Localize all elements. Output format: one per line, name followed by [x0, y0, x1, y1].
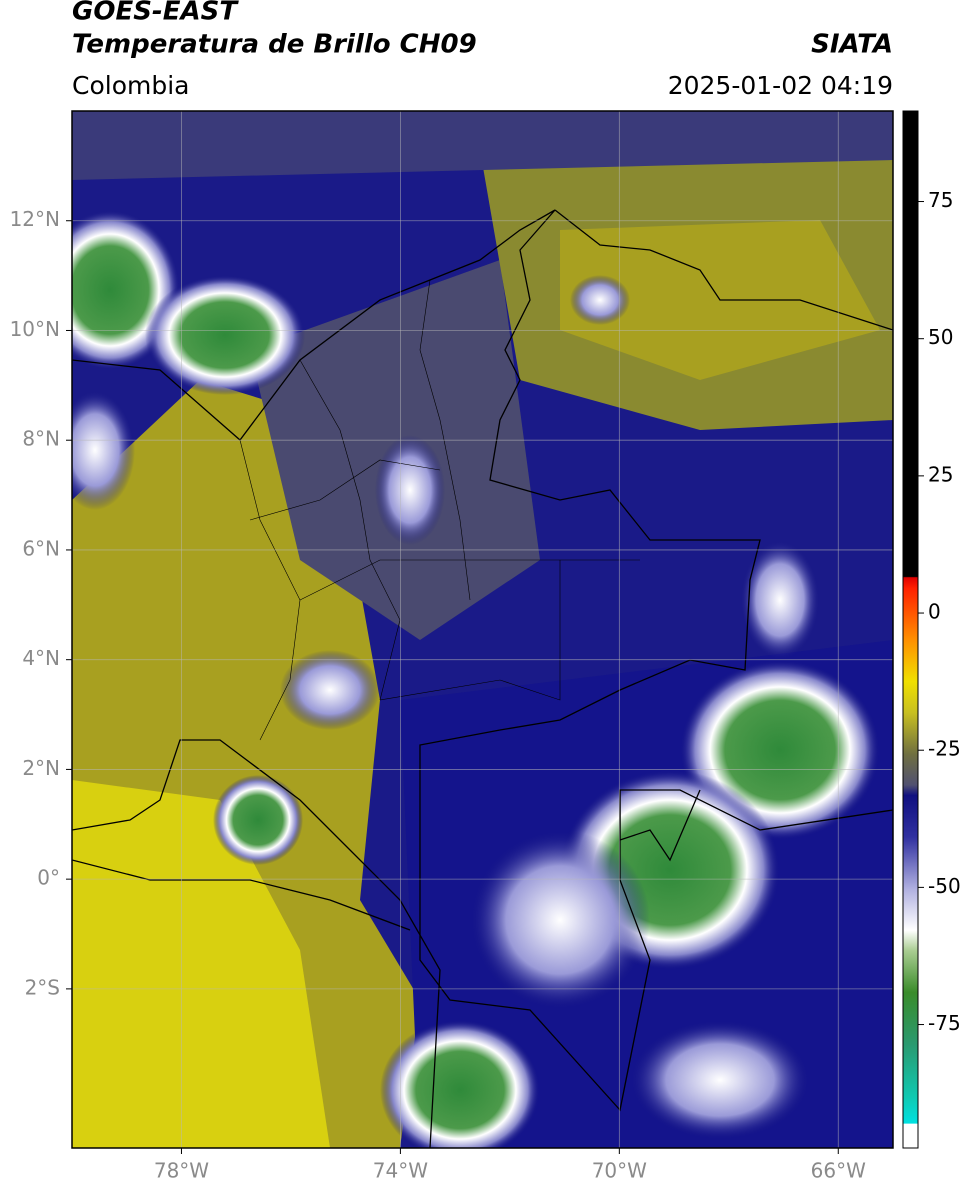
colorbar-tick-label: -75 — [928, 1011, 961, 1035]
y-tick-label: 2°S — [25, 975, 60, 999]
graticule — [72, 111, 893, 1148]
satellite-image — [72, 111, 893, 1148]
map-frame — [71, 110, 894, 1149]
title-line-2: Temperatura de Brillo CH09 — [72, 30, 477, 60]
colorbar-tick-label: -25 — [928, 737, 961, 761]
timestamp: 2025-01-02 04:19 — [668, 71, 893, 100]
colorbar — [902, 110, 919, 1149]
colorbar-tick-label: 25 — [928, 462, 953, 486]
colorbar-tick-label: 50 — [928, 325, 953, 349]
x-tick-label: 78°W — [154, 1159, 209, 1183]
x-tick-label: 66°W — [811, 1159, 866, 1183]
title-line-1: GOES-EAST — [72, 0, 239, 27]
y-tick-label: 8°N — [22, 427, 60, 451]
colorbar-tick-label: 0 — [928, 600, 941, 624]
y-tick-label: 10°N — [10, 317, 60, 341]
x-tick-label: 70°W — [592, 1159, 647, 1183]
x-tick-label: 74°W — [373, 1159, 428, 1183]
colorbar-tick-label: 75 — [928, 188, 953, 212]
y-tick-label: 2°N — [22, 756, 60, 780]
region: Colombia — [72, 71, 189, 100]
y-tick-label: 6°N — [22, 536, 60, 560]
y-tick-label: 0° — [37, 866, 60, 890]
y-tick-label: 12°N — [10, 207, 60, 231]
colorbar-tick-label: -50 — [928, 874, 961, 898]
source: SIATA — [811, 30, 893, 60]
y-tick-label: 4°N — [22, 646, 60, 670]
